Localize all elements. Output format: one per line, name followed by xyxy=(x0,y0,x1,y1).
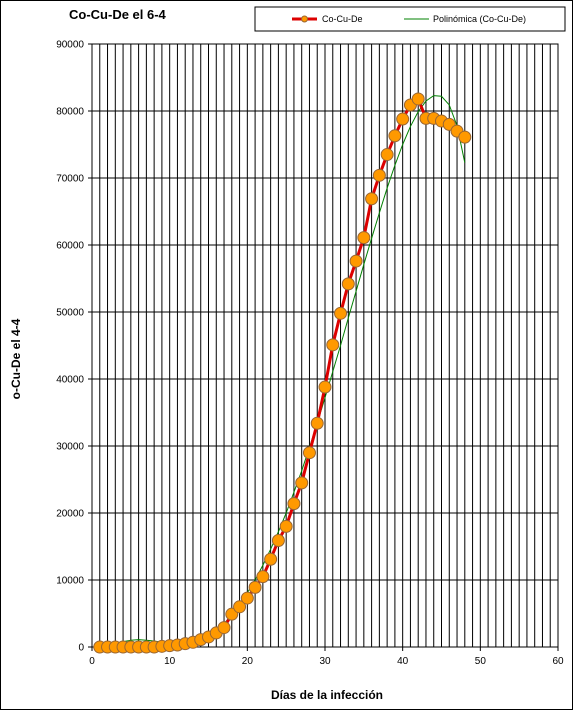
data-point-marker xyxy=(372,168,386,182)
data-point-marker xyxy=(240,591,254,605)
x-tick-label: 60 xyxy=(552,656,564,667)
y-axis-ticks: 0 10000 20000 30000 40000 50000 60000 70000 8000… xyxy=(56,40,92,654)
x-axis-ticks: 0 10 20 30 40 50 60 xyxy=(89,647,564,667)
legend-main-marker-swatch xyxy=(301,15,308,23)
x-tick-label: 40 xyxy=(397,656,409,667)
x-tick-label: 20 xyxy=(242,656,254,667)
x-tick-label: 50 xyxy=(475,656,487,667)
grid-lines xyxy=(92,44,558,647)
y-tick-label: 30000 xyxy=(56,442,84,453)
data-point-marker xyxy=(458,130,472,144)
data-point-marker xyxy=(341,277,355,291)
chart-title: Co-Cu-De el 6-4 xyxy=(69,7,167,22)
x-tick-label: 30 xyxy=(319,656,331,667)
data-point-marker xyxy=(302,446,316,460)
y-tick-label: 60000 xyxy=(56,241,84,252)
y-tick-label: 90000 xyxy=(56,40,84,51)
data-point-marker xyxy=(256,570,270,584)
data-point-marker xyxy=(271,533,285,547)
data-point-marker xyxy=(233,600,247,614)
data-point-marker xyxy=(287,497,301,511)
data-point-marker xyxy=(217,621,231,635)
data-point-marker xyxy=(388,129,402,143)
legend: Co-Cu-De Polinómica (Co-Cu-De) xyxy=(254,6,566,32)
x-tick-label: 10 xyxy=(164,656,176,667)
data-point-marker xyxy=(279,519,293,533)
data-point-marker xyxy=(326,338,340,352)
x-tick-label: 0 xyxy=(89,656,95,667)
y-tick-label: 80000 xyxy=(56,107,84,118)
data-point-marker xyxy=(380,148,394,162)
y-tick-label: 40000 xyxy=(56,375,84,386)
data-point-marker xyxy=(365,192,379,206)
data-point-marker xyxy=(357,231,371,245)
y-tick-label: 20000 xyxy=(56,509,84,520)
y-tick-label: 50000 xyxy=(56,308,84,319)
y-tick-label: 0 xyxy=(78,643,84,654)
data-point-marker xyxy=(318,380,332,394)
legend-label-main: Co-Cu-De xyxy=(322,14,363,24)
x-axis-title: Días de la infección xyxy=(271,688,383,702)
data-point-marker xyxy=(396,112,410,126)
legend-label-trend: Polinómica (Co-Cu-De) xyxy=(433,14,526,24)
data-point-marker xyxy=(264,552,278,566)
data-point-marker xyxy=(248,580,262,594)
y-axis-title: o-Cu-De el 4-4 xyxy=(9,318,23,399)
data-point-marker xyxy=(334,306,348,320)
y-tick-label: 10000 xyxy=(56,576,84,587)
series-markers xyxy=(93,92,472,654)
data-point-marker xyxy=(310,416,324,430)
data-point-marker xyxy=(411,92,425,106)
y-tick-label: 70000 xyxy=(56,174,84,185)
data-point-marker xyxy=(295,476,309,490)
data-point-marker xyxy=(349,254,363,268)
